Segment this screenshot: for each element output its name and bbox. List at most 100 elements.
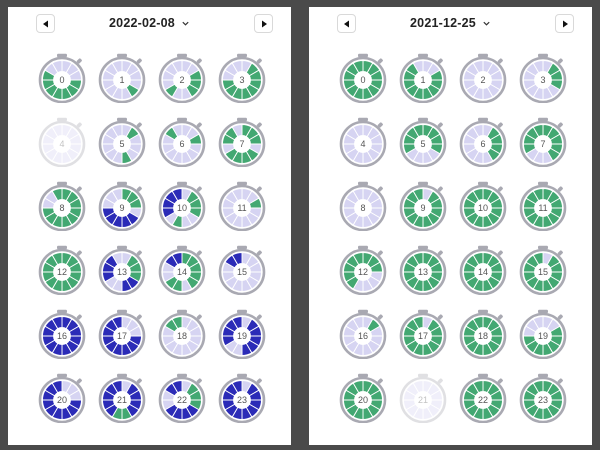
- hour-timer-1[interactable]: 1: [97, 53, 147, 103]
- stopwatch-icon: [38, 373, 86, 423]
- hour-label: 22: [176, 395, 187, 405]
- stopwatch-icon: [399, 117, 447, 167]
- stopwatch-icon: [158, 309, 206, 359]
- stopwatch-icon: [459, 373, 507, 423]
- hour-timer-17[interactable]: 17: [97, 309, 147, 359]
- hour-label: 19: [537, 331, 548, 341]
- hour-label: 23: [537, 395, 548, 405]
- hour-timer-5[interactable]: 5: [97, 117, 147, 167]
- stopwatch-icon: [38, 117, 86, 167]
- panel-header: 2022-02-08: [8, 7, 291, 39]
- hour-timer-3[interactable]: 3: [217, 53, 267, 103]
- day-panel-left: 2022-02-08 0 1 2 3 4 5 6 7 8 9 10 11 12 13 14 15 16 17 18 1…: [8, 7, 291, 445]
- hour-timer-7[interactable]: 7: [217, 117, 267, 167]
- stopwatch-icon: [399, 373, 447, 423]
- date-selector[interactable]: 2021-12-25: [410, 16, 476, 30]
- hour-timer-2[interactable]: 2: [458, 53, 508, 103]
- stopwatch-icon: [519, 53, 567, 103]
- hour-label: 18: [176, 331, 187, 341]
- hour-label: 6: [179, 139, 185, 149]
- hour-timer-15[interactable]: 15: [217, 245, 267, 295]
- hour-label: 6: [480, 139, 486, 149]
- hour-timer-21[interactable]: 21: [97, 373, 147, 423]
- stopwatch-icon: [38, 181, 86, 231]
- stopwatch-icon: [519, 245, 567, 295]
- hour-timer-10[interactable]: 10: [157, 181, 207, 231]
- hour-timer-17[interactable]: 17: [398, 309, 448, 359]
- hour-timer-22[interactable]: 22: [157, 373, 207, 423]
- hour-timer-3[interactable]: 3: [518, 53, 568, 103]
- hour-label: 12: [56, 267, 67, 277]
- hour-timer-11[interactable]: 11: [217, 181, 267, 231]
- hour-timer-22[interactable]: 22: [458, 373, 508, 423]
- hour-timer-8[interactable]: 8: [338, 181, 388, 231]
- hour-label: 11: [538, 203, 548, 213]
- hour-timer-19[interactable]: 19: [518, 309, 568, 359]
- hour-timer-6[interactable]: 6: [157, 117, 207, 167]
- hour-timer-23[interactable]: 23: [518, 373, 568, 423]
- hour-timer-14[interactable]: 14: [157, 245, 207, 295]
- hour-timer-1[interactable]: 1: [398, 53, 448, 103]
- hour-timer-12[interactable]: 12: [338, 245, 388, 295]
- stopwatch-icon: [98, 53, 146, 103]
- hour-label: 3: [540, 75, 546, 85]
- stopwatch-icon: [218, 309, 266, 359]
- stopwatch-icon: [459, 117, 507, 167]
- stopwatch-icon: [158, 373, 206, 423]
- hour-timer-0[interactable]: 0: [338, 53, 388, 103]
- hour-label: 20: [56, 395, 67, 405]
- panel-header: 2021-12-25: [309, 7, 592, 39]
- hour-timer-6[interactable]: 6: [458, 117, 508, 167]
- hour-timer-13[interactable]: 13: [97, 245, 147, 295]
- hour-label: 20: [357, 395, 368, 405]
- day-panel-right: 2021-12-25 0 1 2 3 4 5 6 7 8 9 10 11 12 13 14 15 16 17 18 1…: [309, 7, 592, 445]
- hour-timer-18[interactable]: 18: [157, 309, 207, 359]
- hour-label: 16: [56, 331, 67, 341]
- stopwatch-icon: [218, 117, 266, 167]
- chevron-down-icon[interactable]: [181, 19, 190, 28]
- hour-timer-16[interactable]: 16: [37, 309, 87, 359]
- hour-timer-16[interactable]: 16: [338, 309, 388, 359]
- stopwatch-icon: [519, 117, 567, 167]
- hour-label: 17: [417, 331, 428, 341]
- hour-timer-4[interactable]: 4: [338, 117, 388, 167]
- hour-timer-12[interactable]: 12: [37, 245, 87, 295]
- hour-timer-10[interactable]: 10: [458, 181, 508, 231]
- hour-timer-11[interactable]: 11: [518, 181, 568, 231]
- hour-timer-0[interactable]: 0: [37, 53, 87, 103]
- stopwatch-icon: [459, 309, 507, 359]
- next-day-button[interactable]: [555, 14, 574, 33]
- triangle-right-icon: [261, 20, 267, 27]
- stopwatch-icon: [339, 117, 387, 167]
- hour-timer-18[interactable]: 18: [458, 309, 508, 359]
- stopwatch-icon: [158, 181, 206, 231]
- hour-timer-23[interactable]: 23: [217, 373, 267, 423]
- hour-timer-20[interactable]: 20: [338, 373, 388, 423]
- previous-day-button[interactable]: [337, 14, 356, 33]
- next-day-button[interactable]: [254, 14, 273, 33]
- hour-timer-13[interactable]: 13: [398, 245, 448, 295]
- hour-label: 10: [477, 203, 488, 213]
- hour-timer-14[interactable]: 14: [458, 245, 508, 295]
- hour-timer-5[interactable]: 5: [398, 117, 448, 167]
- hour-label: 1: [420, 75, 426, 85]
- hour-timer-4[interactable]: 4: [37, 117, 87, 167]
- hour-timer-21[interactable]: 21: [398, 373, 448, 423]
- hour-timer-9[interactable]: 9: [398, 181, 448, 231]
- date-selector[interactable]: 2022-02-08: [109, 16, 175, 30]
- hour-timer-19[interactable]: 19: [217, 309, 267, 359]
- hour-timer-2[interactable]: 2: [157, 53, 207, 103]
- hour-label: 16: [357, 331, 368, 341]
- hour-timer-15[interactable]: 15: [518, 245, 568, 295]
- previous-day-button[interactable]: [36, 14, 55, 33]
- hour-timer-20[interactable]: 20: [37, 373, 87, 423]
- stopwatch-icon: [339, 373, 387, 423]
- stopwatch-icon: [339, 181, 387, 231]
- hour-label: 21: [116, 395, 127, 405]
- hour-timer-7[interactable]: 7: [518, 117, 568, 167]
- hour-timer-9[interactable]: 9: [97, 181, 147, 231]
- chevron-down-icon[interactable]: [482, 19, 491, 28]
- hour-timer-8[interactable]: 8: [37, 181, 87, 231]
- hour-label: 9: [119, 203, 125, 213]
- stopwatch-icon: [38, 309, 86, 359]
